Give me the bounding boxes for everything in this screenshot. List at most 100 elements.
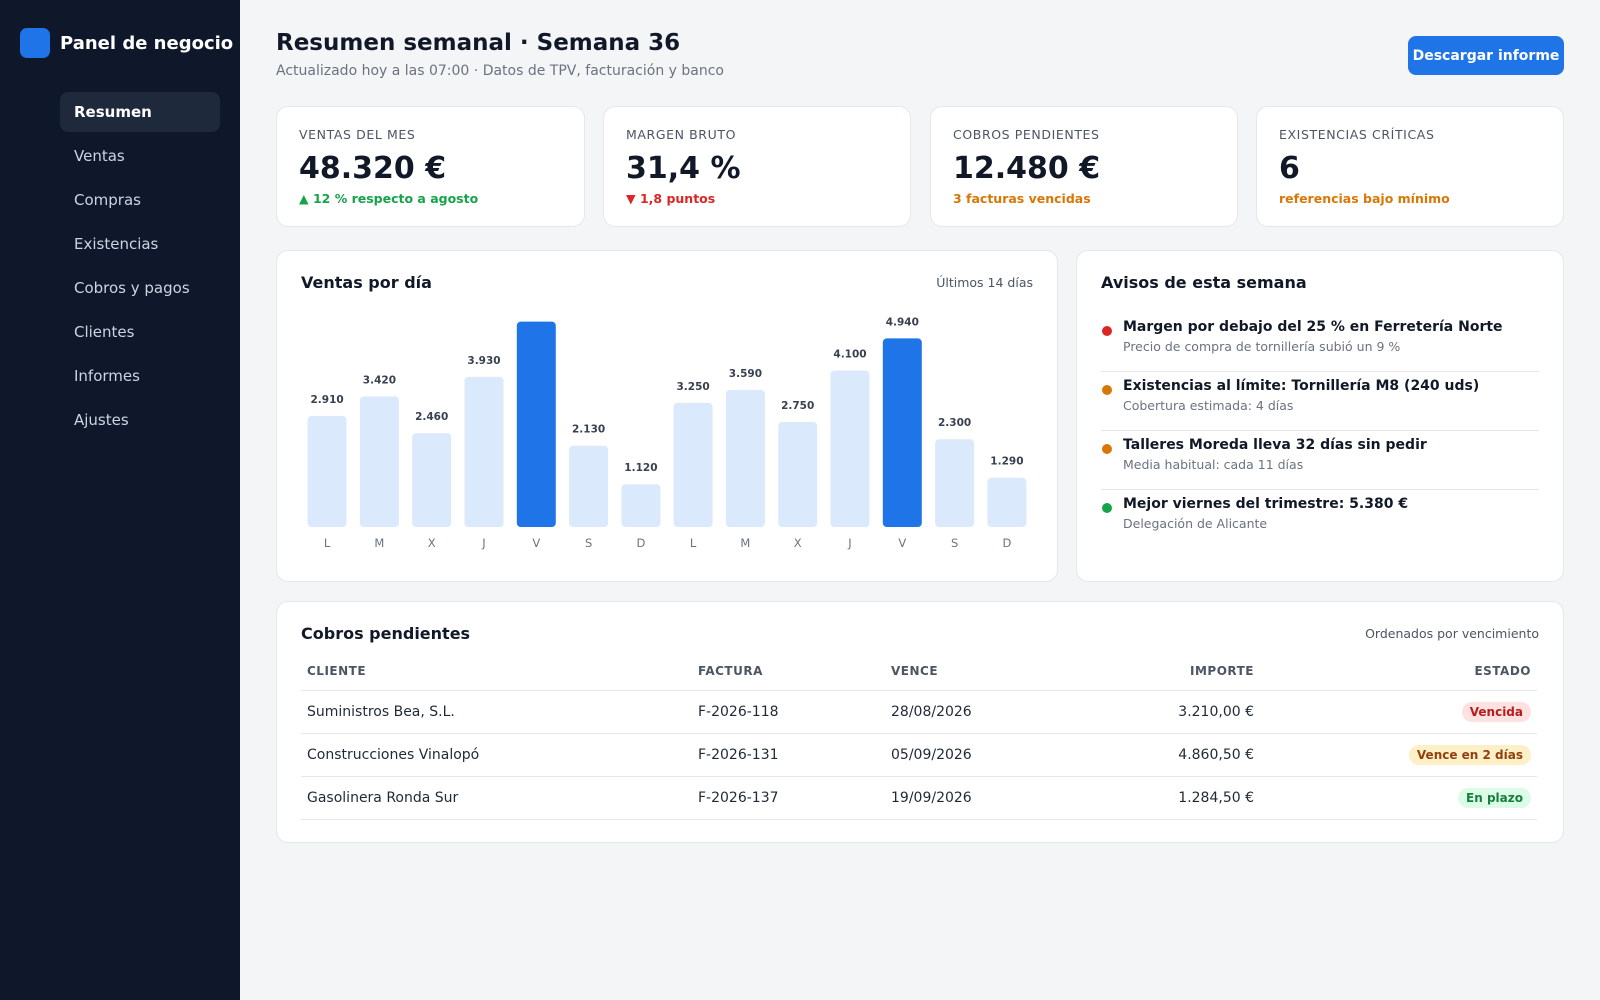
alert-item[interactable]: Existencias al límite: Tornillería M8 (2…	[1101, 372, 1539, 431]
receivables-card: Cobros pendientes Ordenados por vencimie…	[276, 601, 1564, 843]
kpi-card-stock: EXISTENCIAS CRÍTICAS 6 referencias bajo …	[1256, 106, 1564, 227]
alert-title: Margen por debajo del 25 % en Ferretería…	[1123, 319, 1503, 335]
sidebar-item-ventas[interactable]: Ventas	[74, 147, 125, 165]
status-badge: Vencida	[1461, 701, 1531, 722]
cell-invoice: F-2026-137	[692, 776, 885, 820]
kpi-value: 6	[1279, 151, 1300, 186]
x-tick-label-10: J	[847, 536, 851, 550]
cell-client: Suministros Bea, S.L.	[301, 690, 692, 734]
cell-invoice: F-2026-131	[692, 733, 885, 777]
bar-value-label-5: 2.130	[572, 424, 605, 436]
column-header-factura[interactable]: FACTURA	[692, 652, 885, 691]
sidebar-item-resumen[interactable]: Resumen	[60, 92, 220, 132]
alert-dot-icon	[1102, 326, 1112, 336]
bar-12[interactable]	[935, 439, 975, 527]
status-badge: Vence en 2 días	[1408, 744, 1531, 765]
kpi-value: 48.320 €	[299, 151, 447, 186]
page-subtitle: Actualizado hoy a las 07:00 · Datos de T…	[276, 63, 724, 79]
kpi-label: VENTAS DEL MES	[299, 127, 416, 142]
cell-status: En plazo	[1260, 776, 1537, 820]
cell-client: Gasolinera Ronda Sur	[301, 776, 692, 820]
kpi-value: 31,4 %	[626, 151, 741, 186]
kpi-label: EXISTENCIAS CRÍTICAS	[1279, 127, 1435, 142]
cell-amount: 3.210,00 €	[1065, 690, 1260, 734]
sidebar-item-clientes[interactable]: Clientes	[74, 323, 135, 341]
bar-value-label-9: 2.750	[781, 400, 814, 412]
bar-13[interactable]	[987, 477, 1027, 527]
x-tick-label-6: D	[636, 536, 645, 550]
receivables-title: Cobros pendientes	[301, 624, 471, 643]
sales-chart-range: Últimos 14 días	[936, 275, 1033, 290]
kpi-card-margin: MARGEN BRUTO 31,4 % ▼ 1,8 puntos	[603, 106, 911, 227]
brand: Panel de negocio	[20, 28, 233, 58]
alert-detail: Precio de compra de tornillería subió un…	[1123, 339, 1401, 354]
alerts-card: Avisos de esta semana Margen por debajo …	[1076, 250, 1564, 582]
bar-value-label-12: 2.300	[938, 417, 971, 429]
sales-bar-chart: 2.910 L 3.420 M 2.460 X 3.930 J 5.380 V 2.130 S 1.12…	[307, 311, 1027, 550]
alert-title: Existencias al límite: Tornillería M8 (2…	[1123, 378, 1480, 394]
alert-item[interactable]: Mejor viernes del trimestre: 5.380 € Del…	[1101, 490, 1539, 549]
bar-4[interactable]	[516, 321, 556, 527]
bar-value-label-2: 2.460	[415, 411, 448, 423]
sidebar-item-ajustes[interactable]: Ajustes	[74, 411, 129, 429]
bar-6[interactable]	[621, 484, 661, 527]
cell-due-date: 28/08/2026	[885, 690, 1065, 734]
cell-invoice: F-2026-118	[692, 690, 885, 734]
cell-status: Vencida	[1260, 690, 1537, 734]
bar-value-label-11: 4.940	[886, 316, 919, 328]
column-header-cliente[interactable]: CLIENTE	[301, 652, 692, 691]
bar-value-label-6: 1.120	[624, 462, 657, 474]
page-title: Resumen semanal · Semana 36	[276, 30, 681, 56]
bar-10[interactable]	[830, 370, 870, 528]
alert-title: Talleres Moreda lleva 32 días sin pedir	[1123, 437, 1427, 453]
alert-detail: Delegación de Alicante	[1123, 516, 1268, 531]
column-header-importe[interactable]: IMPORTE	[1065, 652, 1260, 691]
x-tick-label-7: L	[690, 536, 697, 550]
alerts-list: Margen por debajo del 25 % en Ferretería…	[1101, 313, 1539, 549]
bar-8[interactable]	[725, 389, 765, 527]
kpi-value: 12.480 €	[953, 151, 1101, 186]
sales-chart-title: Ventas por día	[301, 273, 432, 292]
x-tick-label-4: V	[532, 536, 540, 550]
sidebar: Panel de negocio Resumen Ventas Compras …	[0, 0, 240, 1000]
bar-1[interactable]	[359, 396, 399, 527]
alert-detail: Media habitual: cada 11 días	[1123, 457, 1304, 472]
bar-9[interactable]	[778, 422, 818, 527]
alert-item[interactable]: Margen por debajo del 25 % en Ferretería…	[1101, 313, 1539, 372]
sidebar-item-existencias[interactable]: Existencias	[74, 235, 159, 253]
kpi-label: MARGEN BRUTO	[626, 127, 737, 142]
sidebar-item-cobros-y-pagos[interactable]: Cobros y pagos	[74, 279, 190, 297]
x-tick-label-11: V	[898, 536, 906, 550]
alert-item[interactable]: Talleres Moreda lleva 32 días sin pedir …	[1101, 431, 1539, 490]
table-row[interactable]: Construcciones Vinalopó F-2026-131 05/09…	[301, 733, 1537, 777]
alert-dot-icon	[1102, 503, 1112, 513]
kpi-note: referencias bajo mínimo	[1279, 191, 1450, 206]
bar-value-label-10: 4.100	[833, 349, 866, 361]
cell-amount: 1.284,50 €	[1065, 776, 1260, 820]
column-header-estado[interactable]: ESTADO	[1260, 652, 1537, 691]
bar-11[interactable]	[882, 338, 922, 527]
kpi-note: 3 facturas vencidas	[953, 191, 1091, 206]
cell-status: Vence en 2 días	[1260, 733, 1537, 777]
bar-7[interactable]	[673, 402, 713, 527]
x-tick-label-1: M	[374, 536, 384, 550]
sidebar-item-compras[interactable]: Compras	[74, 191, 141, 209]
sales-chart-card: Ventas por día Últimos 14 días 2.910 L 3.4…	[276, 250, 1058, 582]
bar-2[interactable]	[412, 433, 452, 527]
table-row[interactable]: Suministros Bea, S.L. F-2026-118 28/08/2…	[301, 690, 1537, 734]
bar-5[interactable]	[569, 445, 609, 527]
download-report-button[interactable]: Descargar informe	[1408, 36, 1564, 75]
receivables-sort-note: Ordenados por vencimiento	[1365, 626, 1539, 641]
cell-due-date: 19/09/2026	[885, 776, 1065, 820]
x-tick-label-5: S	[585, 536, 592, 550]
bar-0[interactable]	[307, 415, 347, 527]
kpi-card-sales: VENTAS DEL MES 48.320 € ▲ 12 % respecto …	[276, 106, 585, 227]
column-header-vence[interactable]: VENCE	[885, 652, 1065, 691]
alerts-title: Avisos de esta semana	[1101, 273, 1307, 292]
bar-3[interactable]	[464, 376, 504, 527]
sidebar-item-informes[interactable]: Informes	[74, 367, 140, 385]
sidebar-nav: Resumen Ventas Compras Existencias Cobro…	[60, 92, 220, 444]
bar-value-label-3: 3.930	[467, 355, 500, 367]
table-row[interactable]: Gasolinera Ronda Sur F-2026-137 19/09/20…	[301, 776, 1537, 820]
alert-title: Mejor viernes del trimestre: 5.380 €	[1123, 496, 1409, 512]
